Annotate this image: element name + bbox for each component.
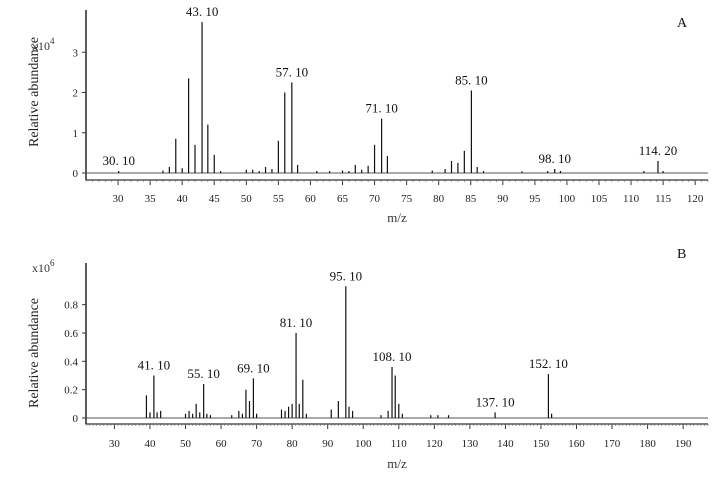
peak-label: 114. 20 bbox=[639, 143, 678, 158]
x-tick-label: 55 bbox=[273, 193, 285, 205]
x-tick-label: 50 bbox=[180, 438, 192, 450]
x-tick-label: 75 bbox=[401, 193, 413, 205]
peak-label: 85. 10 bbox=[455, 72, 488, 87]
x-tick-label: 45 bbox=[209, 193, 221, 205]
x-tick-label: 110 bbox=[391, 438, 408, 450]
x-tick-label: 120 bbox=[687, 193, 704, 205]
peak-label: 152. 10 bbox=[529, 356, 568, 371]
x-tick-label: 190 bbox=[675, 438, 692, 450]
x-tick-label: 80 bbox=[287, 438, 299, 450]
x-tick-label: 160 bbox=[568, 438, 585, 450]
y-multiplier-exponent: 4 bbox=[50, 36, 55, 46]
x-tick-label: 80 bbox=[433, 193, 445, 205]
y-axis-label: Relative abundance bbox=[27, 37, 42, 147]
y-axis-label: Relative abundance bbox=[27, 298, 42, 408]
x-tick-label: 115 bbox=[655, 193, 672, 205]
y-tick-label: 0.6 bbox=[64, 328, 78, 340]
y-multiplier: x104 bbox=[32, 36, 55, 53]
x-tick-label: 30 bbox=[113, 193, 125, 205]
y-multiplier-exponent: 6 bbox=[50, 258, 55, 268]
x-tick-label: 180 bbox=[639, 438, 656, 450]
x-tick-label: 65 bbox=[337, 193, 349, 205]
peak-label: 41. 10 bbox=[138, 358, 171, 373]
x-tick-label: 30 bbox=[109, 438, 121, 450]
panel-letter: B bbox=[677, 247, 686, 262]
peak-label: 137. 10 bbox=[476, 394, 515, 409]
peak-label: 55. 10 bbox=[187, 366, 220, 381]
x-tick-label: 35 bbox=[145, 193, 157, 205]
y-tick-label: 0.2 bbox=[64, 385, 78, 397]
x-tick-label: 130 bbox=[462, 438, 479, 450]
peak-label: 98. 10 bbox=[538, 151, 571, 166]
x-tick-label: 105 bbox=[591, 193, 608, 205]
x-tick-label: 90 bbox=[497, 193, 509, 205]
x-tick-label: 95 bbox=[529, 193, 541, 205]
peak-label: 30. 10 bbox=[102, 153, 135, 168]
x-tick-label: 90 bbox=[322, 438, 334, 450]
panel-b: 30 40 50 60 70 80 90 100 110 120 130 140 150 160 170 18… bbox=[27, 247, 709, 471]
peak-label: 69. 10 bbox=[237, 360, 270, 375]
x-tick-label: 100 bbox=[559, 193, 576, 205]
x-tick-label: 85 bbox=[465, 193, 477, 205]
y-multiplier: x106 bbox=[32, 258, 55, 275]
x-tick-label: 70 bbox=[251, 438, 263, 450]
panel-letter: A bbox=[677, 16, 688, 31]
y-tick-label: 3 bbox=[73, 47, 79, 59]
x-tick-label: 120 bbox=[426, 438, 443, 450]
y-tick-label: 0.4 bbox=[64, 356, 78, 368]
x-tick-label: 50 bbox=[241, 193, 253, 205]
peak-label: 108. 10 bbox=[373, 349, 412, 364]
x-tick-label: 110 bbox=[623, 193, 640, 205]
peak-label: 71. 10 bbox=[365, 101, 398, 116]
x-tick-label: 40 bbox=[177, 193, 189, 205]
x-tick-label: 40 bbox=[144, 438, 156, 450]
x-tick-label: 100 bbox=[355, 438, 372, 450]
x-tick-label: 170 bbox=[604, 438, 621, 450]
y-tick-label: 2 bbox=[73, 88, 79, 100]
y-tick-label: 0 bbox=[73, 168, 79, 180]
x-axis-label: m/z bbox=[387, 210, 407, 225]
peak-label: 43. 10 bbox=[186, 4, 219, 19]
x-tick-label: 140 bbox=[497, 438, 514, 450]
peak-label: 57. 10 bbox=[276, 64, 309, 79]
y-tick-label: 1 bbox=[73, 128, 79, 140]
x-tick-label: 60 bbox=[216, 438, 228, 450]
x-tick-label: 70 bbox=[369, 193, 381, 205]
y-tick-label: 0 bbox=[73, 413, 79, 425]
panel-a: 30 35 40 45 50 55 60 65 70 75 80 85 90 95 100 105 110 115… bbox=[27, 4, 709, 225]
x-tick-label: 150 bbox=[533, 438, 550, 450]
x-tick-label: 60 bbox=[305, 193, 317, 205]
peak-label: 95. 10 bbox=[330, 268, 363, 283]
peak-label: 81. 10 bbox=[280, 315, 313, 330]
y-tick-label: 0.8 bbox=[64, 300, 78, 312]
x-axis-label: m/z bbox=[387, 456, 407, 471]
